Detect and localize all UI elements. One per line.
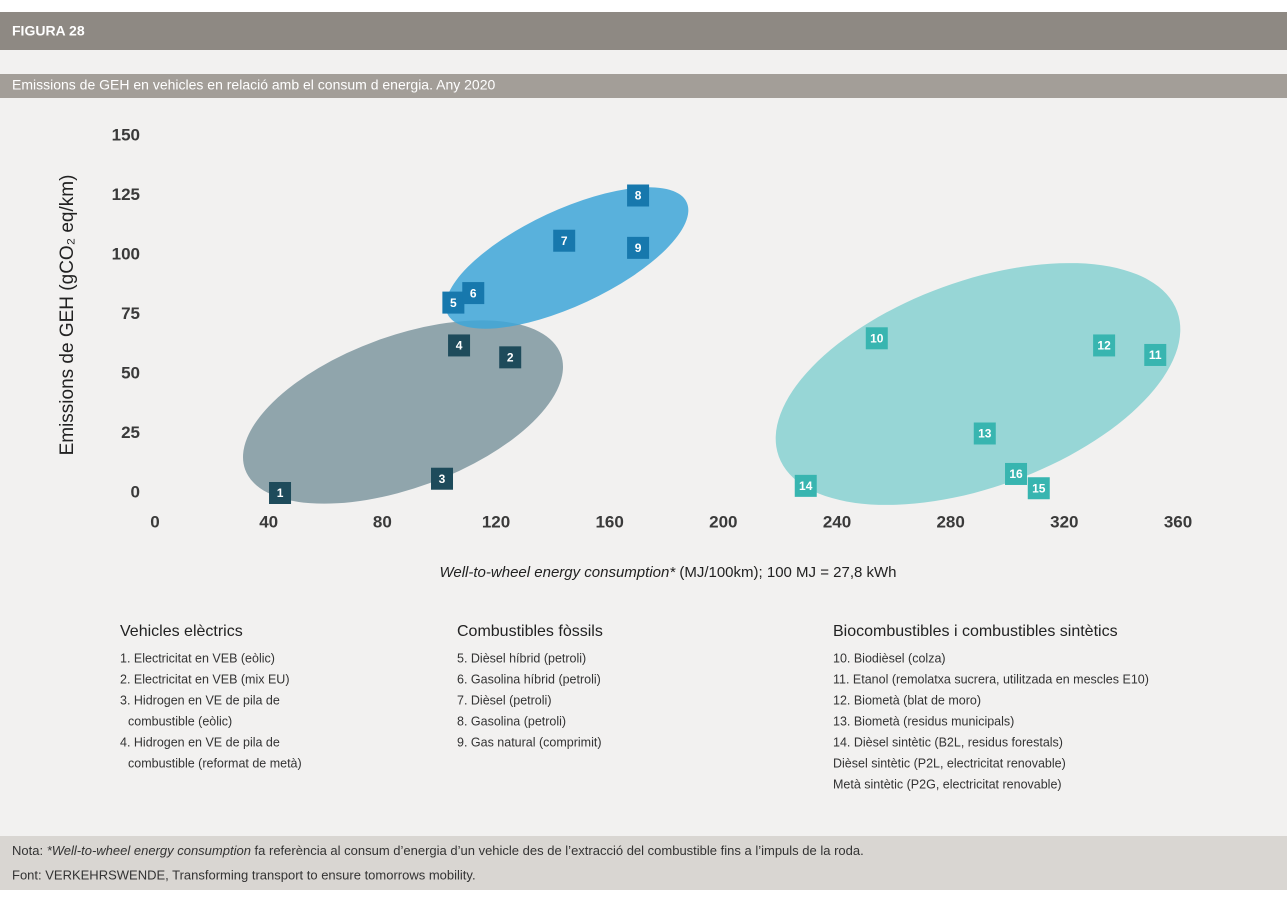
x-axis-label-italic: Well-to-wheel energy consumption* (440, 564, 677, 581)
legend-item: 12. Biometà (blat de moro) (833, 693, 981, 707)
x-tick-label: 360 (1164, 512, 1192, 531)
y-tick-label: 25 (121, 423, 140, 442)
y-tick-label: 0 (131, 482, 140, 501)
header-band (0, 12, 1287, 50)
point-label: 3 (439, 472, 446, 486)
legend-item: 14. Dièsel sintètic (B2L, residus forest… (833, 735, 1063, 749)
point (627, 184, 650, 207)
y-tick-label: 50 (121, 363, 140, 382)
legend-item: combustible (reformat de metà) (128, 756, 302, 770)
legend-item: 8. Gasolina (petroli) (457, 714, 566, 728)
legend-item: 2. Electricitat en VEB (mix EU) (120, 672, 290, 686)
y-tick-label: 150 (112, 125, 140, 144)
figure-title: Emissions de GEH en vehicles en relació … (12, 77, 495, 93)
y-axis-label: Emissions de GEH (gCO₂ eq/km) (57, 175, 78, 456)
point-label: 11 (1149, 348, 1162, 362)
point (865, 327, 888, 350)
legend-title: Biocombustibles i combustibles sintètics (833, 623, 1118, 640)
x-tick-label: 240 (823, 512, 851, 531)
point-label: 16 (1009, 467, 1023, 481)
x-tick-label: 160 (595, 512, 623, 531)
title-band (0, 74, 1287, 98)
point (499, 346, 522, 369)
legend-title: Combustibles fòssils (457, 623, 603, 640)
point-label: 12 (1097, 339, 1111, 353)
legend-item: 1. Electricitat en VEB (eòlic) (120, 651, 275, 665)
point-label: 4 (456, 339, 463, 353)
legend-item: combustible (eòlic) (128, 714, 232, 728)
point (627, 236, 650, 259)
point (794, 474, 817, 497)
figure-label: FIGURA 28 (12, 23, 85, 39)
point-label: 6 (470, 286, 477, 300)
legend-item: Dièsel sintètic (P2L, electricitat renov… (833, 756, 1066, 770)
legend-item: 10. Biodièsel (colza) (833, 651, 946, 665)
source: Font: VERKEHRSWENDE, Transforming transp… (12, 867, 476, 882)
point-label: 9 (635, 241, 642, 255)
y-tick-label: 100 (112, 244, 140, 263)
point-label: 15 (1032, 481, 1046, 495)
point (448, 334, 471, 357)
note-band (0, 836, 1287, 890)
point-label: 13 (978, 427, 992, 441)
legend-item: 5. Dièsel híbrid (petroli) (457, 651, 586, 665)
x-tick-label: 120 (482, 512, 510, 531)
point (1027, 477, 1050, 500)
x-tick-label: 200 (709, 512, 737, 531)
point (553, 229, 576, 252)
point-label: 8 (635, 189, 642, 203)
x-axis-label-rest: (MJ/100km); 100 MJ = 27,8 kWh (675, 564, 896, 581)
point-label: 7 (561, 234, 568, 248)
point (442, 291, 465, 314)
y-tick-label: 75 (121, 304, 140, 323)
point-label: 5 (450, 296, 457, 310)
x-tick-label: 280 (936, 512, 964, 531)
x-tick-label: 320 (1050, 512, 1078, 531)
note-rest: fa referència al consum d’energia d’un v… (251, 843, 864, 858)
group-ellipse (243, 320, 563, 504)
note-prefix: Nota: (12, 843, 47, 858)
point (269, 482, 292, 504)
point (1144, 343, 1167, 366)
point-label: 10 (870, 331, 884, 345)
legend-item: 3. Hidrogen en VE de pila de (120, 693, 280, 707)
point (973, 422, 996, 445)
note-italic: *Well-to-wheel energy consumption (47, 843, 251, 858)
x-axis-label: Well-to-wheel energy consumption* (MJ/10… (440, 564, 897, 581)
point-label: 14 (799, 479, 813, 493)
legend-item: Metà sintètic (P2G, electricitat renovab… (833, 777, 1062, 791)
point-label: 1 (277, 486, 284, 500)
y-tick-label: 125 (112, 185, 140, 204)
point (1005, 462, 1028, 485)
legend-item: 13. Biometà (residus municipals) (833, 714, 1014, 728)
legend-title: Vehicles elèctrics (120, 623, 243, 640)
point (1093, 334, 1116, 357)
point (462, 282, 485, 305)
legend-item: 11. Etanol (remolatxa sucrera, utilitzad… (833, 672, 1149, 686)
group-ellipse (445, 187, 689, 329)
legend-item: 7. Dièsel (petroli) (457, 693, 551, 707)
legend-item: 4. Hidrogen en VE de pila de (120, 735, 280, 749)
point-label: 2 (507, 351, 514, 365)
x-tick-label: 40 (259, 512, 278, 531)
legend-item: 9. Gas natural (comprimit) (457, 735, 601, 749)
note: Nota: *Well-to-wheel energy consumption … (12, 843, 864, 858)
legend-item: 6. Gasolina híbrid (petroli) (457, 672, 601, 686)
point (431, 467, 454, 490)
x-tick-label: 80 (373, 512, 392, 531)
x-tick-label: 0 (150, 512, 159, 531)
group-ellipse (775, 263, 1181, 505)
